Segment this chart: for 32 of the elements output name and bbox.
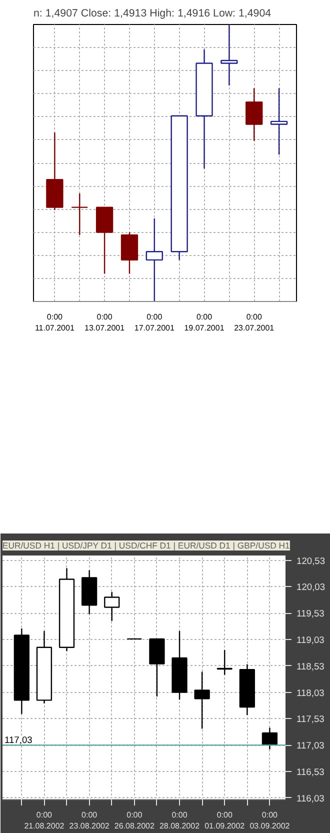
x-tick-label: 0:00 21.08.2002: [24, 810, 65, 830]
x-tick-label: 0:00 28.08.2002: [159, 810, 200, 830]
x-tick-label: 0:00 26.08.2002: [114, 810, 155, 830]
candlestick: [270, 88, 288, 156]
y-tick-label: 119,03: [296, 634, 324, 645]
y-tick-label: 117,03: [296, 740, 324, 751]
y-tick-label: 118,53: [296, 661, 324, 672]
x-tick-label: 0:00 17.07.2001: [134, 312, 175, 332]
x-tick-label: 0:00 23.08.2002: [69, 810, 110, 830]
y-tick-label: 116,53: [296, 767, 324, 778]
y-tick-label: 116,03: [296, 793, 324, 804]
chart-title: n: 1,4907 Close: 1,4913 High: 1,4916 Low: 1,4904: [34, 8, 272, 20]
x-tick-label: 0:00 19.07.2001: [184, 312, 225, 332]
y-tick-label: 120,53: [296, 556, 326, 566]
candlestick: [194, 671, 210, 730]
x-tick-label: 0:00 23.07.2001: [234, 312, 275, 332]
ref-line-label: 117,03: [4, 735, 32, 746]
candlestick: [104, 591, 120, 622]
x-tick-label: 0:00 01.09.2002: [204, 810, 246, 830]
y-tick-label: 118,03: [296, 688, 324, 698]
x-tick-label: 0:00 11.07.2001: [34, 312, 75, 332]
y-tick-label: 117,53: [296, 714, 324, 724]
candlestick: [262, 727, 278, 750]
candlestick: [220, 24, 238, 86]
y-tick-label: 119,53: [296, 608, 324, 619]
candlestick: [71, 192, 88, 236]
x-tick-label: 0:00 13.07.2001: [84, 312, 126, 332]
y-tick-label: 120,03: [296, 582, 326, 592]
candlestick: [146, 218, 163, 302]
candlestick: [246, 88, 263, 142]
x-tick-label: 0:00 03.09.2002: [250, 810, 290, 830]
text: EUR/USD H1 | USD/JPY D1 | USD/CHF D1 | EUR/USD D1 | GBP/USD H1: [2, 540, 290, 550]
